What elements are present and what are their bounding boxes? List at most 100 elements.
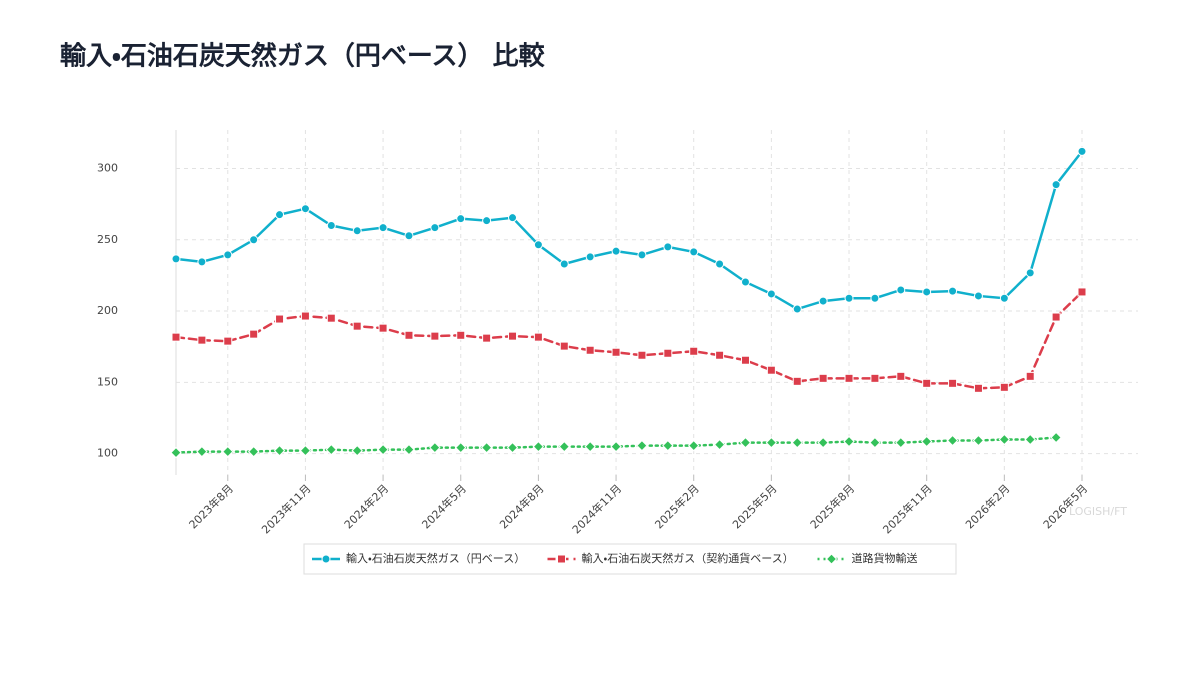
marker bbox=[1024, 433, 1036, 446]
marker bbox=[637, 350, 647, 360]
marker bbox=[896, 371, 906, 381]
marker bbox=[637, 250, 647, 260]
marker bbox=[870, 373, 880, 383]
marker bbox=[378, 223, 388, 233]
marker bbox=[792, 376, 802, 386]
marker bbox=[456, 330, 466, 340]
marker bbox=[275, 314, 285, 324]
chart-title: 輸入・石油石炭天然ガス（円ベース） 比較 bbox=[60, 41, 546, 72]
y-tick-label: 300 bbox=[97, 161, 118, 174]
marker bbox=[1025, 371, 1035, 381]
marker bbox=[1025, 268, 1035, 278]
marker bbox=[818, 296, 828, 306]
marker bbox=[275, 210, 285, 220]
x-tick-label: 2025年5月 bbox=[729, 481, 779, 531]
marker bbox=[429, 441, 441, 454]
marker bbox=[326, 313, 336, 323]
x-tick-label: 2023年8月 bbox=[186, 481, 236, 531]
marker bbox=[663, 348, 673, 358]
marker bbox=[508, 331, 518, 341]
marker bbox=[611, 246, 621, 256]
x-tick-label: 2025年8月 bbox=[807, 481, 857, 531]
marker bbox=[843, 435, 855, 448]
marker bbox=[946, 434, 959, 447]
marker bbox=[223, 336, 233, 346]
marker bbox=[973, 291, 983, 301]
watermark: LOGISH/FT bbox=[1069, 505, 1127, 518]
marker bbox=[559, 259, 569, 269]
y-tick-label: 100 bbox=[97, 447, 118, 460]
marker bbox=[1077, 146, 1087, 156]
marker bbox=[611, 347, 621, 357]
series-line bbox=[174, 150, 1084, 311]
marker bbox=[1077, 287, 1087, 297]
x-tick-label: 2024年8月 bbox=[496, 481, 546, 531]
marker bbox=[948, 286, 958, 296]
marker bbox=[662, 439, 674, 452]
marker bbox=[998, 433, 1011, 446]
marker bbox=[791, 436, 803, 449]
marker bbox=[273, 444, 286, 457]
marker bbox=[403, 443, 415, 456]
marker bbox=[326, 221, 336, 231]
marker bbox=[351, 444, 363, 457]
marker bbox=[715, 259, 725, 269]
marker bbox=[689, 247, 699, 257]
marker bbox=[870, 293, 880, 303]
marker bbox=[557, 554, 566, 564]
marker bbox=[404, 330, 414, 340]
marker bbox=[533, 240, 543, 250]
legend-label: 輸入・石油石炭天然ガス（円ベース） bbox=[346, 551, 525, 565]
marker bbox=[766, 365, 776, 375]
marker bbox=[171, 332, 181, 342]
marker bbox=[455, 441, 467, 454]
marker bbox=[715, 350, 725, 360]
marker bbox=[973, 383, 983, 393]
marker bbox=[532, 440, 545, 453]
marker bbox=[377, 443, 389, 456]
marker bbox=[352, 226, 362, 236]
x-tick-label: 2024年2月 bbox=[341, 481, 391, 531]
legend-box bbox=[303, 543, 957, 575]
marker bbox=[922, 378, 932, 388]
marker bbox=[456, 214, 466, 224]
marker bbox=[713, 438, 726, 451]
marker bbox=[844, 293, 854, 303]
y-tick-label: 200 bbox=[97, 304, 118, 317]
legend-label: 輸入・石油石炭天然ガス（契約通貨ベース） bbox=[582, 551, 794, 565]
marker bbox=[922, 287, 932, 297]
marker bbox=[559, 341, 569, 351]
marker bbox=[689, 346, 699, 356]
marker bbox=[506, 441, 519, 454]
y-tick-label: 250 bbox=[97, 233, 118, 246]
marker bbox=[480, 441, 493, 454]
marker bbox=[1050, 431, 1062, 444]
marker bbox=[999, 293, 1009, 303]
x-tick-label: 2023年11月 bbox=[259, 481, 314, 536]
marker bbox=[585, 252, 595, 262]
x-tick-label: 2025年11月 bbox=[880, 481, 935, 536]
marker bbox=[325, 443, 338, 456]
marker bbox=[584, 440, 596, 453]
marker bbox=[352, 321, 362, 331]
marker bbox=[249, 235, 259, 245]
marker bbox=[249, 329, 259, 339]
marker bbox=[739, 436, 752, 449]
marker bbox=[300, 204, 310, 214]
marker bbox=[404, 231, 414, 241]
marker bbox=[844, 373, 854, 383]
marker bbox=[196, 445, 208, 458]
marker bbox=[222, 445, 234, 458]
x-tick-label: 2026年2月 bbox=[962, 481, 1012, 531]
marker bbox=[740, 355, 750, 365]
marker bbox=[197, 335, 207, 345]
marker bbox=[321, 554, 331, 564]
legend-label: 道路貨物輸送 bbox=[852, 551, 918, 565]
marker bbox=[688, 439, 700, 452]
series-line bbox=[174, 290, 1084, 390]
marker bbox=[170, 446, 182, 459]
marker bbox=[740, 277, 750, 287]
marker bbox=[920, 435, 933, 448]
marker bbox=[972, 434, 985, 447]
marker bbox=[482, 216, 492, 226]
